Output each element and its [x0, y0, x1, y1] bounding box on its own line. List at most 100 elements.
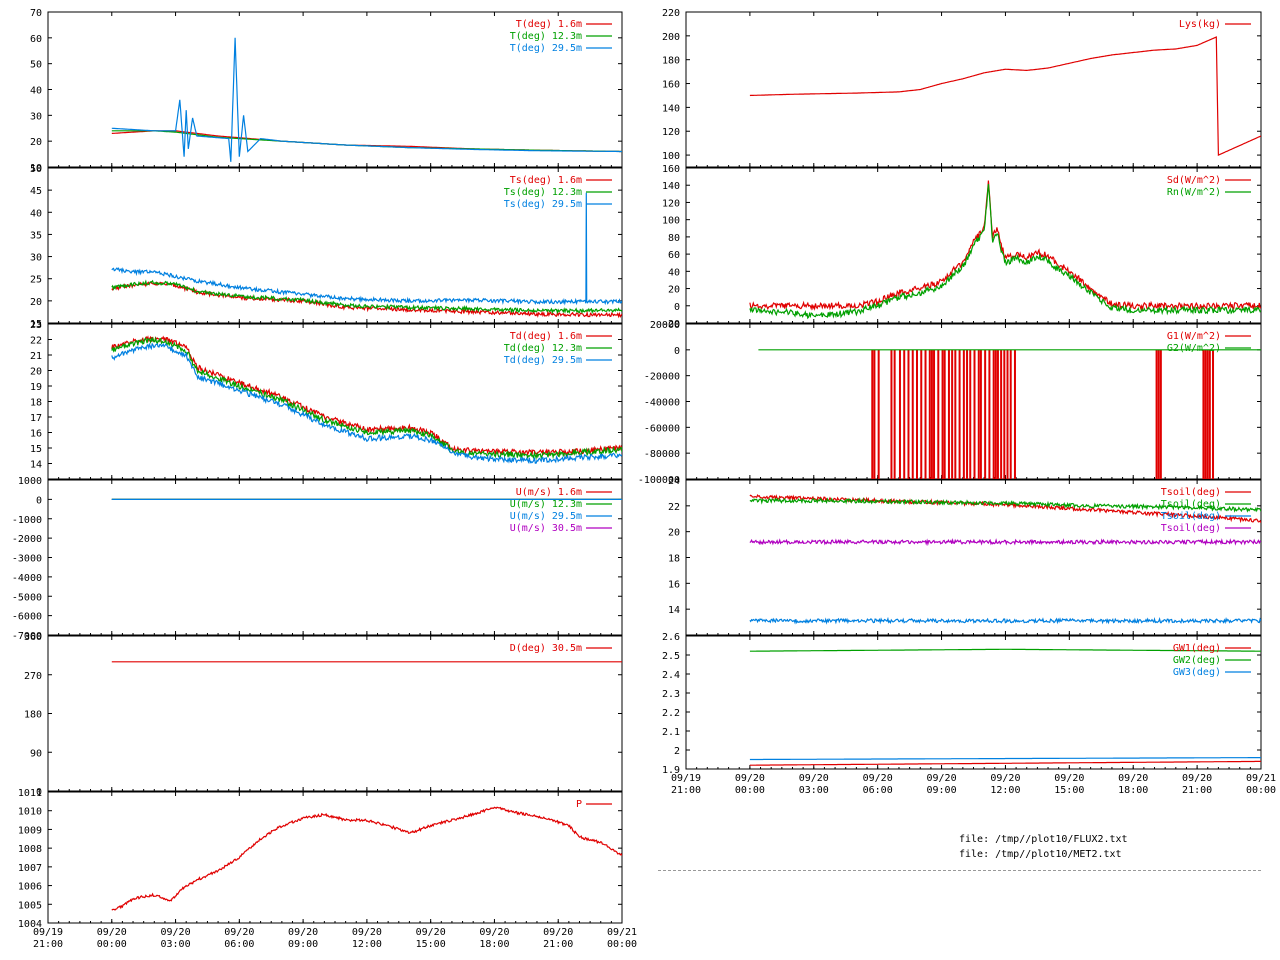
y-tick-label: 20	[30, 137, 42, 148]
legend-label: U(m/s) 1.6m	[516, 487, 582, 498]
y-tick-label: 20	[30, 367, 42, 378]
legend-label: G1(W/m^2)	[1167, 331, 1221, 342]
legend-label: Tsoil(deg)	[1161, 499, 1221, 510]
y-tick-label: -3000	[12, 554, 42, 565]
spike-bar	[994, 349, 997, 479]
x-tick-label: 09/20	[735, 773, 765, 784]
y-tick-label: -7000	[12, 631, 42, 642]
spike-bar	[890, 349, 893, 479]
series-group	[749, 648, 1261, 766]
series-group	[111, 192, 622, 319]
y-tick-label: 1004	[18, 919, 42, 930]
spike-bar	[937, 349, 940, 479]
legend-label: GW3(deg)	[1173, 667, 1221, 678]
y-tick-label: -20000	[644, 372, 680, 383]
y-tick-label: 15	[30, 319, 42, 330]
x-tick-label: 09/20	[543, 927, 573, 938]
y-tick-label: 40	[30, 86, 42, 97]
spike-bar	[873, 349, 876, 479]
x-tick-label: 00:00	[607, 939, 637, 950]
legend-label: Tsoil(deg)	[1161, 511, 1221, 522]
legend-label: U(m/s) 12.3m	[510, 499, 582, 510]
x-tick-label: 21:00	[671, 785, 701, 796]
panel-D: 0 90 180 270 360 D(deg) 30.5m	[24, 632, 623, 798]
y-tick-label: 120	[662, 127, 680, 138]
y-tick-label: 22	[30, 336, 42, 347]
x-tick-label: 09/20	[97, 927, 127, 938]
spike-bar	[988, 349, 991, 479]
x-tick-label: 09/20	[224, 927, 254, 938]
spike-bar	[924, 349, 927, 479]
legend-label: G2(W/m^2)	[1167, 343, 1221, 354]
series-line	[111, 342, 622, 465]
series-group	[111, 806, 622, 911]
legend-label: GW2(deg)	[1173, 655, 1221, 666]
legend-label: Td(deg) 1.6m	[510, 331, 582, 342]
spike-bar	[958, 349, 961, 479]
y-tick-label: 2.4	[662, 670, 680, 681]
x-tick-label: 06:00	[224, 939, 254, 950]
y-tick-label: -100000	[638, 475, 680, 486]
y-tick-label: 20	[668, 285, 680, 296]
y-tick-label: -5000	[12, 592, 42, 603]
y-tick-label: 180	[662, 56, 680, 67]
y-tick-label: 1011	[18, 788, 42, 799]
y-tick-label: 40	[30, 208, 42, 219]
y-tick-label: 16	[30, 429, 42, 440]
x-tick-label: 09/20	[161, 927, 191, 938]
y-tick-label: 22	[668, 502, 680, 513]
y-tick-label: 19	[30, 382, 42, 393]
spike-bar	[979, 349, 982, 479]
x-tick-label: 09/20	[863, 773, 893, 784]
x-tick-label: 12:00	[352, 939, 382, 950]
y-tick-label: 21	[30, 351, 42, 362]
series-group	[111, 37, 622, 162]
spike-bar	[903, 349, 906, 479]
legend-label: Rn(W/m^2)	[1167, 187, 1221, 198]
y-tick-label: 2.6	[662, 632, 680, 643]
y-tick-label: 0	[674, 346, 680, 357]
y-tick-label: 1.9	[662, 765, 680, 776]
legend-label: Td(deg) 29.5m	[504, 355, 582, 366]
x-tick-label: 09/20	[1118, 773, 1148, 784]
y-tick-label: 20000	[650, 320, 680, 331]
series-line	[749, 497, 1261, 513]
x-tick-label: 09:00	[927, 785, 957, 796]
spike-bar	[954, 349, 957, 479]
legend-label: Tsoil(deg)	[1161, 523, 1221, 534]
x-tick-label: 09/20	[1182, 773, 1212, 784]
y-tick-label: 270	[24, 671, 42, 682]
y-tick-label: 2.3	[662, 689, 680, 700]
y-tick-label: 2.5	[662, 651, 680, 662]
y-tick-label: 120	[662, 198, 680, 209]
legend-label: D(deg) 30.5m	[510, 643, 582, 654]
legend-label: U(m/s) 30.5m	[510, 523, 582, 534]
x-tick-label: 09/20	[479, 927, 509, 938]
y-tick-label: 18	[668, 554, 680, 565]
spike-bar	[1000, 349, 1003, 479]
y-tick-label: -80000	[644, 449, 680, 460]
series-line	[749, 36, 1261, 157]
series-line	[749, 184, 1261, 320]
y-tick-label: 2	[674, 746, 680, 757]
panel-Rad: -20 0 20 40 60 80 100 120 140 160 Sd(W/m^2)Rn(W/m^…	[662, 164, 1262, 330]
series-line	[111, 279, 622, 315]
x-tick-label: 12:00	[990, 785, 1020, 796]
y-tick-label: 100	[662, 216, 680, 227]
series-group	[111, 335, 622, 465]
file-label-met: file: /tmp//plot10/MET2.txt	[959, 849, 1122, 860]
y-tick-label: 1010	[18, 807, 42, 818]
x-tick-label: 15:00	[1054, 785, 1084, 796]
spike-bar	[928, 349, 931, 479]
spike-bar	[1157, 349, 1160, 479]
x-tick-label: 15:00	[416, 939, 446, 950]
y-tick-label: -20	[662, 319, 680, 330]
series-group	[749, 494, 1261, 625]
legend-label: T(deg) 29.5m	[510, 43, 582, 54]
x-tick-label: 00:00	[735, 785, 765, 796]
spike-bar	[962, 349, 965, 479]
spike-bar	[907, 349, 910, 479]
spike-bar	[969, 349, 972, 479]
